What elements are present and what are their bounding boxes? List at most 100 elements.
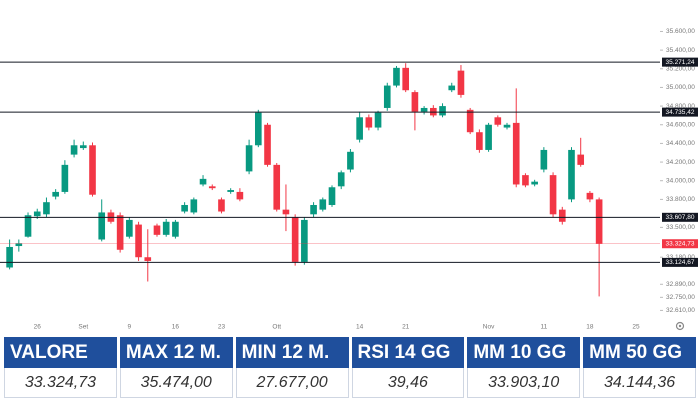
candle-body (208, 186, 216, 189)
level-box (662, 257, 698, 267)
candle-body (70, 145, 78, 155)
x-tick-label: 21 (402, 324, 410, 331)
table-header: MM 10 GG (467, 337, 581, 368)
candle-body (43, 202, 50, 215)
x-tick-label: 23 (218, 324, 226, 331)
table-header: VALORE (4, 337, 117, 368)
candle-body (420, 107, 428, 112)
x-tick-label: 14 (356, 324, 364, 331)
candle-body (264, 124, 271, 165)
candle-body (466, 109, 474, 133)
x-tick-label: 16 (172, 324, 180, 331)
x-tick-label: Ott (272, 324, 281, 331)
candle-body (24, 215, 32, 237)
table-value: 33.324,73 (4, 368, 117, 398)
table-value: 33.903,10 (467, 368, 581, 398)
x-tick-label: Set (78, 324, 88, 331)
level-label: 33.607,80 (666, 214, 695, 221)
candle-body (181, 204, 188, 212)
x-tick-label: 18 (586, 324, 594, 331)
candle-body (199, 178, 207, 185)
last-price-label: 33.324,73 (666, 240, 695, 247)
y-tick-label: 32.610,00 (666, 307, 695, 314)
candle-body (153, 225, 161, 235)
y-tick-label: 34.600,00 (666, 121, 695, 128)
candle-body (89, 145, 96, 195)
table-header: RSI 14 GG (351, 337, 465, 368)
settings-icon[interactable] (675, 321, 685, 331)
level-label: 34.735,42 (666, 109, 695, 116)
y-tick-label: 34.400,00 (666, 140, 695, 147)
candle-body (512, 122, 520, 185)
candle-body (531, 181, 538, 185)
candle-body (33, 211, 41, 217)
candle-body (254, 112, 262, 146)
chart: 35.600,00 35.400,00 35.200,00 35.000,00 34.8… (0, 28, 698, 331)
level-box (662, 57, 698, 67)
candle-body (282, 209, 290, 215)
candle-body (439, 106, 446, 116)
level-label: 33.124,67 (666, 259, 695, 266)
settings-icon-ring (675, 321, 685, 331)
table-header: MIN 12 M. (235, 337, 349, 368)
settings-icon-dot (678, 324, 682, 328)
candle-body (126, 219, 133, 237)
stats-table: VALORE MAX 12 M. MIN 12 M. RSI 14 GG MM … (4, 337, 696, 398)
table-header: MM 50 GG (583, 337, 696, 368)
y-tick-label: 34.200,00 (666, 159, 695, 166)
candle-body (15, 243, 23, 247)
x-tick-label: 11 (540, 324, 547, 331)
candle-body (347, 151, 354, 170)
candle-body (273, 164, 281, 210)
table-value: 39,46 (351, 368, 465, 398)
candle-body (494, 117, 502, 125)
y-tick-label: 35.400,00 (666, 47, 695, 54)
candle-body (98, 212, 106, 240)
candle-body (411, 92, 419, 112)
candle-body (383, 85, 391, 108)
candle-body (310, 204, 317, 215)
y-tick-label: 33.500,00 (666, 224, 695, 231)
candle-body (135, 224, 142, 258)
candle-body (337, 172, 345, 187)
y-tick-label: 35.600,00 (666, 28, 695, 35)
candle-body (549, 175, 557, 215)
candle-body (457, 70, 465, 95)
level-box (662, 107, 698, 117)
candle-body (227, 190, 234, 192)
candle-body (503, 124, 511, 128)
y-tick-label: 35.000,00 (666, 84, 695, 91)
candle-body (522, 175, 529, 186)
candle-body (558, 209, 566, 222)
candle-body (365, 117, 373, 128)
y-tick-label: 35.200,00 (666, 65, 695, 72)
candle-body (319, 199, 327, 210)
candle-body (595, 199, 603, 244)
candle-body (190, 199, 198, 213)
candle-body (374, 112, 382, 128)
level-label: 35.271,24 (666, 59, 695, 66)
table-value: 35.474,00 (119, 368, 233, 398)
candle-body (245, 145, 253, 172)
candle-body (172, 221, 179, 237)
candle-body (476, 132, 483, 150)
x-tick-label: Nov (483, 324, 495, 331)
x-tick-label: 9 (128, 324, 132, 331)
table-value: 34.144,36 (583, 368, 696, 398)
y-tick-label: 32.750,00 (666, 294, 695, 301)
y-tick-label: 33.180,00 (666, 254, 695, 261)
candle-body (485, 124, 492, 150)
y-tick-label: 34.000,00 (666, 177, 695, 184)
candle-body (6, 246, 13, 268)
candle-body (328, 187, 336, 205)
candle-body (393, 67, 400, 86)
candle-body (577, 154, 585, 165)
table-header: MAX 12 M. (119, 337, 233, 368)
last-price-box (662, 239, 698, 249)
level-box (662, 212, 698, 222)
candle-body (218, 199, 225, 212)
candle-body (586, 192, 594, 200)
candle-body (162, 221, 170, 235)
candle-body (236, 191, 244, 200)
